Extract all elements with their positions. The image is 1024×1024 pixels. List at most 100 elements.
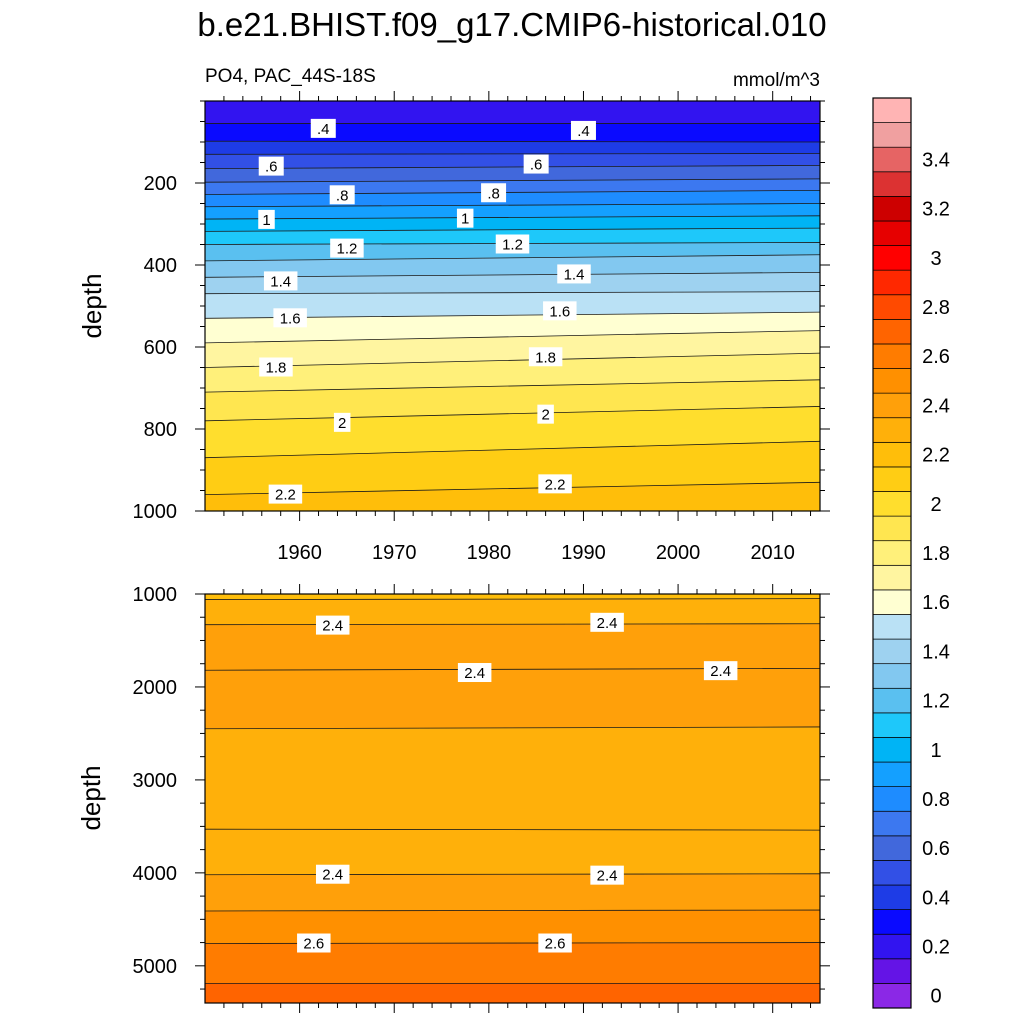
chart-units-label: mmol/m^3	[733, 70, 820, 91]
upper-contour-line	[205, 481, 820, 495]
contour-label-text: 1.6	[549, 303, 570, 320]
colorbar-segment	[872, 564, 912, 591]
colorbar-tick-label: 3.4	[922, 149, 950, 171]
upper-contour-label: 1.4	[263, 271, 298, 291]
lower-contour-band	[205, 726, 820, 831]
colorbar-tick-label: 1.4	[922, 641, 950, 663]
lower-contour-label: 2.4	[457, 663, 492, 683]
colorbar-tick-label: 0.6	[922, 838, 950, 860]
contour-label-text: .6	[530, 157, 543, 174]
upper-contour-label: 1.2	[330, 238, 364, 258]
colorbar-segment	[872, 269, 912, 296]
upper-contour-label: 1.6	[273, 308, 307, 328]
lower-contour-band	[205, 828, 820, 876]
upper-contour-line	[205, 440, 820, 459]
upper-contour-label: 1	[456, 208, 474, 228]
upper-contour-label: .6	[258, 156, 284, 176]
upper-contour-line	[205, 254, 820, 262]
colorbar-segment	[872, 983, 912, 1009]
colorbar-segment	[872, 737, 912, 763]
upper-y-tick-label: 200	[144, 173, 177, 195]
upper-contour-label: 1.4	[557, 264, 591, 284]
colorbar-segment	[872, 466, 912, 492]
contour-label-bg	[258, 156, 284, 176]
upper-contour-label: 1.2	[495, 234, 530, 254]
colorbar: 0 0.2 0.4 0.6 0.8 1 1.2 1.4 1.6 1.8 2 2.2 2.4 2.6 2.8 3…	[872, 97, 950, 1009]
colorbar-segment	[872, 294, 912, 320]
contour-label-bg	[590, 865, 624, 885]
contour-label-bg	[329, 185, 355, 205]
colorbar-segment	[872, 171, 912, 197]
contour-label-bg	[495, 234, 530, 254]
contour-label-text: 2.2	[545, 476, 566, 493]
upper-contour-label: .4	[570, 120, 596, 140]
colorbar-tick-label: 1.8	[922, 543, 950, 565]
colorbar-segment	[872, 441, 912, 468]
lower-contour-band	[205, 873, 820, 912]
colorbar-tick-label: 1	[930, 740, 941, 762]
x-tick-label: 1990	[561, 542, 606, 564]
lower-contour-line	[205, 623, 820, 626]
lower-contour-band	[205, 598, 820, 625]
contour-label-bg	[481, 183, 507, 203]
lower-contour-label: 2.4	[590, 865, 624, 885]
colorbar-segment	[872, 220, 912, 246]
contour-label-text: 2.4	[464, 665, 485, 682]
colorbar-tick-label: 2	[930, 494, 941, 516]
colorbar-segment	[872, 417, 912, 443]
upper-contour-line	[205, 311, 820, 319]
upper-y-tick-label: 600	[144, 337, 177, 359]
colorbar-segment	[872, 638, 912, 665]
contour-label-text: 2.6	[303, 936, 324, 953]
upper-contour-label: 1.8	[259, 357, 293, 377]
upper-contour-label: 2.2	[268, 484, 303, 504]
colorbar-segment	[872, 933, 912, 960]
x-tick-label: 2000	[656, 542, 701, 564]
contour-label-text: .4	[577, 123, 590, 140]
colorbar-segment	[872, 909, 912, 935]
contour-label-bg	[543, 301, 577, 321]
colorbar-segment	[872, 515, 912, 542]
lower-contour-label: 2.4	[315, 615, 350, 635]
upper-contour-band	[205, 123, 820, 143]
upper-contour-line	[205, 352, 820, 368]
upper-contour-label: 2.2	[538, 474, 572, 494]
contour-label-bg	[703, 661, 738, 681]
colorbar-tick-label: 1.6	[922, 592, 950, 614]
colorbar-segment	[872, 122, 912, 148]
lower-contour-line	[205, 828, 820, 831]
upper-contour-line	[205, 227, 820, 232]
upper-contour-label: 1	[258, 209, 275, 229]
lower-contour-label: 2.6	[538, 933, 572, 953]
colorbar-tick-label: 2.6	[922, 346, 950, 368]
colorbar-tick-label: 2.8	[922, 297, 950, 319]
contour-label-bg	[273, 308, 307, 328]
contour-label-bg	[590, 612, 624, 632]
colorbar-segment	[872, 712, 912, 738]
contour-label-text: 2.2	[275, 487, 296, 504]
colorbar-tick-label: 1.2	[922, 691, 950, 713]
upper-contour-line	[205, 406, 820, 422]
contour-label-text: .4	[317, 121, 330, 138]
contour-label-bg	[310, 118, 336, 138]
upper-contour-label: .6	[523, 154, 549, 174]
upper-contour-line	[205, 153, 820, 155]
upper-contour-line	[205, 203, 820, 208]
colorbar-segment	[872, 146, 912, 173]
contour-label-text: 1.8	[535, 349, 556, 366]
colorbar-segment	[872, 958, 912, 984]
lower-contour-label: 2.4	[703, 661, 738, 681]
colorbar-tick-label: 0.4	[922, 887, 950, 909]
upper-contour-band	[205, 140, 820, 155]
chart-title: b.e21.BHIST.f09_g17.CMIP6-historical.010	[197, 6, 826, 43]
lower-y-tick-label: 3000	[133, 770, 178, 792]
contour-label-text: 1.2	[336, 241, 357, 258]
upper-contour-line	[205, 330, 820, 344]
upper-y-tick-label: 1000	[133, 501, 178, 523]
contour-label-text: 1.2	[502, 237, 523, 254]
lower-contour-line	[205, 598, 820, 600]
colorbar-tick-label: 3	[930, 248, 941, 270]
contour-label-text: 1.4	[564, 266, 585, 283]
contour-label-text: 1	[262, 212, 270, 229]
upper-contour-label: .4	[310, 118, 336, 138]
